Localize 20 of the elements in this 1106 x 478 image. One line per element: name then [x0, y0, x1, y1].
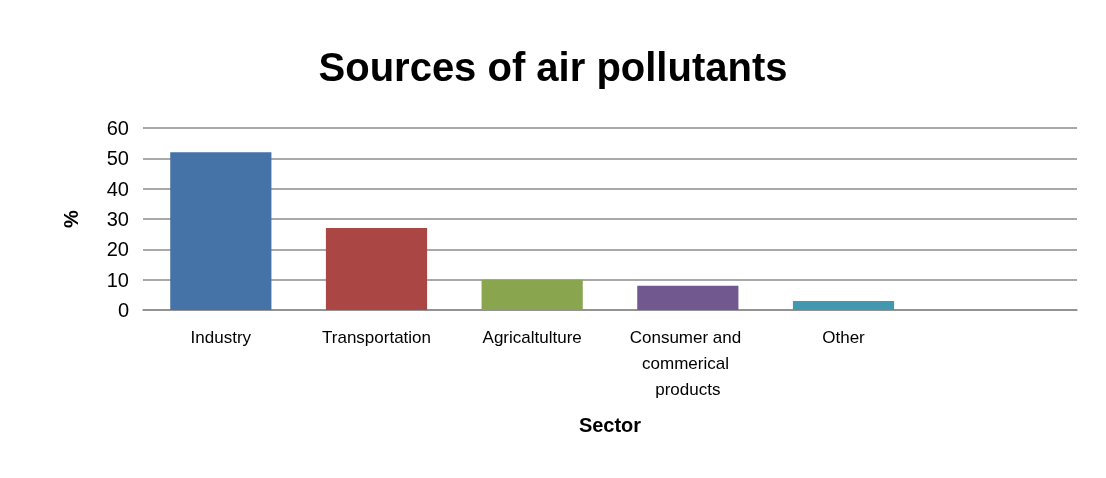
y-tick-label: 60	[106, 117, 129, 139]
x-tick-label: Consumer and commerical products	[629, 327, 746, 399]
y-tick-label: 20	[106, 238, 129, 261]
x-tick-label: Transportation	[322, 327, 431, 347]
bar	[637, 285, 739, 310]
x-tick-label: Industry	[190, 327, 252, 347]
y-tick-label: 40	[106, 177, 129, 200]
bar	[792, 300, 895, 310]
y-tick-label: 30	[106, 208, 129, 230]
x-tick-label: Other	[822, 327, 866, 347]
bar	[481, 279, 583, 310]
y-axis-title: %	[60, 209, 82, 228]
bar	[325, 228, 428, 310]
bar	[170, 152, 272, 310]
x-tick-label: Agricaltulture	[482, 327, 582, 347]
x-axis-title: Sector	[578, 414, 642, 436]
chart-title: Sources of air pollutants	[318, 45, 788, 89]
y-tick-label: 50	[106, 147, 129, 170]
y-tick-label: 10	[106, 268, 129, 291]
y-tick-label: 0	[117, 299, 129, 321]
